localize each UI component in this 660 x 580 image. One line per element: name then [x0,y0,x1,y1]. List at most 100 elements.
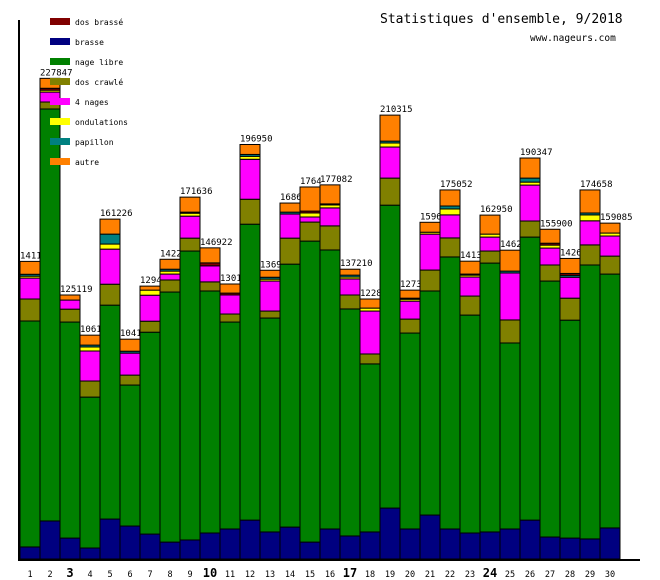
segment-brasse-day-22 [439,528,461,560]
segment-nage-libre-day-29 [579,264,601,540]
total-label: 146922 [200,238,233,248]
segment-autre-day-11 [219,283,241,294]
bar-day-30: 159085 [599,213,633,560]
segment-brasse-day-21 [419,514,441,560]
segment-nage-libre-day-18 [359,363,381,533]
segment-autre-day-22 [439,189,461,207]
segment-nage-libre-day-14 [279,263,301,528]
segment-4-nages-day-7 [139,294,161,322]
total-label: 159085 [600,213,633,223]
segment-autre-day-17 [339,268,361,276]
legend-swatch [50,118,70,125]
chart-subtitle: www.nageurs.com [530,33,616,44]
segment-brasse-day-16 [319,528,341,560]
segment-autre-day-1 [19,260,41,275]
segment-4-nages-day-22 [439,214,461,239]
total-label: 171636 [180,187,213,197]
x-tick-label: 22 [445,570,455,580]
segment-4-nages-day-20 [399,300,421,320]
segment-brasse-day-26 [519,519,541,560]
segment-4-nages-day-25 [499,272,521,321]
segment-autre-day-28 [559,257,581,274]
segment-dos-crawle-day-7 [139,320,161,333]
x-tick-label: 7 [147,570,152,580]
bar-day-21: 1596 [419,212,442,560]
bar-day-20: 1273 [399,280,422,560]
segment-4-nages-day-8 [159,273,181,281]
total-label: 1301 [220,274,242,284]
segment-autre-day-9 [179,196,201,213]
segment-nage-libre-day-13 [259,317,281,533]
segment-nage-libre-day-26 [519,236,541,521]
x-tick-label: 5 [107,570,112,580]
total-label: 210315 [380,105,413,115]
segment-autre-day-25 [499,249,521,272]
legend-label: dos brassé [75,17,123,27]
segment-4-nages-day-1 [19,277,41,300]
segment-4-nages-day-29 [579,220,601,246]
x-tick-label: 21 [425,570,435,580]
segment-brasse-day-12 [239,519,261,560]
segment-ondulations-day-22 [439,208,461,216]
segment-dos-crawle-day-10 [199,281,221,292]
total-label: 1764 [300,177,322,187]
bar-day-11: 1301 [219,274,242,560]
bar-day-18: 1228 [359,289,382,560]
segment-dos-crawle-day-13 [259,310,281,319]
segment-dos-crawle-day-8 [159,279,181,293]
segment-autre-day-26 [519,157,541,179]
segment-brasse-day-17 [339,535,361,560]
legend-swatch [50,158,70,165]
segment-dos-crawle-day-17 [339,294,361,310]
total-label: 155900 [540,219,573,229]
bar-day-5: 161226 [99,209,133,560]
total-label: 1686 [280,193,302,203]
segment-nage-libre-day-1 [19,320,41,548]
segment-nage-libre-day-4 [79,396,101,549]
segment-ondulations-day-5 [99,243,121,250]
segment-autre-day-13 [259,269,281,278]
segment-autre-day-14 [279,202,301,213]
segment-brasse-day-2 [39,520,61,560]
x-tick-label: 11 [225,570,235,580]
segment-brasse-day-23 [459,532,481,560]
segment-autre-day-24 [479,214,501,235]
segment-nage-libre-day-9 [179,250,201,541]
legend-label: nage libre [75,58,123,67]
segment-4-nages-day-24 [479,236,501,252]
segment-brasse-day-4 [79,547,101,560]
segment-dos-crawle-day-9 [179,237,201,252]
x-tick-label: 18 [365,570,375,580]
segment-autre-day-5 [99,218,121,235]
segment-brasse-day-14 [279,526,301,560]
legend-label: dos crawlé [75,77,123,87]
segment-dos-crawle-day-19 [379,177,401,206]
legend-swatch [50,38,70,45]
segment-autre-day-8 [159,258,181,270]
segment-dos-crawle-day-1 [19,298,41,322]
segment-brasse-day-7 [139,533,161,560]
segment-4-nages-day-3 [59,299,81,310]
segment-nage-libre-day-10 [199,290,221,534]
legend-swatch [50,138,70,145]
bar-day-26: 190347 [519,148,553,560]
segment-autre-day-16 [319,184,341,205]
segment-nage-libre-day-15 [299,240,321,543]
bar-day-16: 177082 [319,175,353,560]
segment-nage-libre-day-19 [379,204,401,509]
segment-autre-day-4 [79,334,101,346]
total-label: 227847 [40,68,73,78]
legend-swatch [50,78,70,85]
segment-papillon-day-26 [519,177,541,183]
segment-nage-libre-day-30 [599,273,621,529]
segment-dos-crawle-day-5 [99,283,121,306]
segment-4-nages-day-5 [99,248,121,285]
segment-brasse-day-8 [159,541,181,560]
bar-day-24: 162950 [479,205,513,560]
segment-brasse-day-24 [479,531,501,560]
segment-nage-libre-day-20 [399,332,421,530]
segment-nage-libre-day-3 [59,321,81,539]
segment-nage-libre-day-21 [419,290,441,516]
x-tick-label: 13 [265,570,275,580]
